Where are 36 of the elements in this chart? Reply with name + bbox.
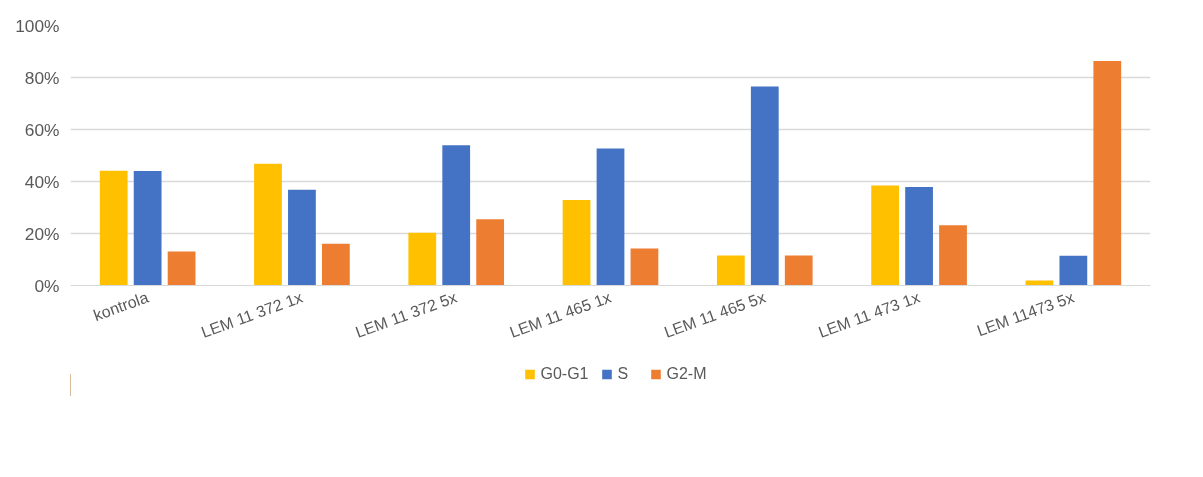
x-tick-label: LEM 11 473 1x — [816, 288, 922, 341]
bar — [99, 170, 128, 286]
bar — [905, 186, 933, 286]
bar — [288, 189, 316, 286]
x-tick-label: kontrola — [91, 288, 151, 324]
bar — [321, 243, 350, 286]
bar — [1093, 61, 1122, 286]
bar — [596, 148, 625, 286]
y-tick-label: 20% — [24, 223, 60, 244]
bar — [133, 171, 162, 286]
bar — [630, 248, 659, 286]
bar — [442, 145, 471, 286]
x-tick-label: LEM 11473 5x — [974, 288, 1077, 340]
bar — [716, 255, 745, 286]
x-tick-label: LEM 11 465 1x — [507, 288, 614, 341]
y-tick-label: 80% — [24, 67, 60, 88]
bar — [476, 219, 505, 286]
y-tick-label: 0% — [34, 275, 60, 296]
x-tick-label: LEM 11 465 5x — [661, 288, 768, 341]
legend-label: G0-G1 — [540, 364, 589, 383]
bar — [939, 225, 967, 286]
bar — [784, 255, 813, 286]
bar — [750, 86, 779, 286]
legend-label: G2-M — [666, 364, 707, 383]
bar — [562, 199, 591, 286]
legend-label: S — [617, 364, 630, 383]
y-tick-label: 40% — [24, 171, 60, 192]
y-tick-label: 100% — [15, 15, 60, 36]
y-tick-label: 60% — [24, 119, 60, 140]
bar — [167, 251, 196, 286]
x-tick-label: LEM 11 372 5x — [353, 288, 460, 341]
bar — [254, 163, 282, 286]
bar — [871, 185, 900, 286]
x-tick-label: LEM 11 372 1x — [199, 288, 305, 341]
bar — [1059, 255, 1088, 286]
bar — [408, 232, 437, 286]
